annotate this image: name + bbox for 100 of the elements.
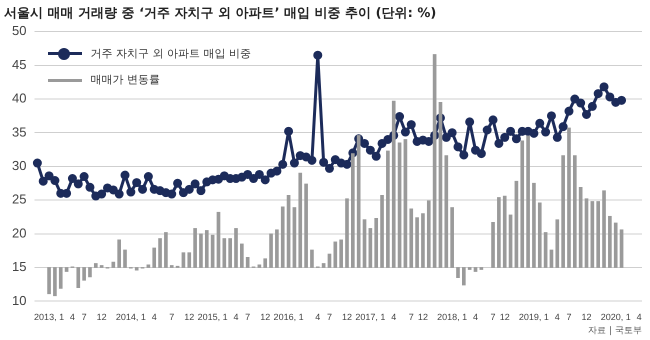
bar — [263, 258, 268, 268]
bar — [228, 238, 232, 268]
y-tick-label: 10 — [12, 292, 26, 308]
bar — [258, 264, 262, 268]
x-tick-label: 7 — [408, 312, 414, 322]
bar — [380, 195, 384, 268]
bar — [216, 212, 220, 268]
legend-label: 거주 자치구 외 아파트 매입 비중 — [90, 46, 251, 62]
bar — [596, 201, 600, 268]
bar — [544, 232, 548, 268]
bar — [304, 184, 308, 268]
x-tick-label: 7 — [169, 312, 174, 322]
bar — [555, 219, 560, 268]
y-tick-label: 35 — [12, 124, 26, 140]
bar — [339, 240, 343, 268]
x-tick-label: 4 — [636, 312, 642, 322]
x-tick-label: 7 — [566, 312, 572, 322]
y-tick-label: 20 — [12, 225, 26, 240]
y-tick-label: 40 — [12, 90, 26, 106]
bar — [480, 267, 484, 270]
bar — [328, 254, 332, 268]
y-tick-label: 45 — [12, 56, 26, 72]
x-tick-label: 2017, 1 — [355, 312, 386, 322]
bar — [246, 257, 250, 268]
bar — [491, 222, 495, 268]
bar — [462, 267, 466, 286]
bar — [100, 265, 104, 268]
bar — [409, 208, 414, 268]
bar — [538, 202, 542, 268]
bar — [415, 217, 419, 268]
y-tick-label: 30 — [12, 158, 26, 173]
bar — [404, 139, 408, 268]
bar — [561, 155, 565, 268]
bar — [456, 267, 460, 278]
x-tick-label: 2019, 1 — [518, 312, 549, 322]
bar — [286, 195, 290, 268]
bar — [608, 216, 612, 268]
bar — [502, 196, 507, 268]
x-tick-label: 4 — [152, 312, 157, 322]
x-tick-label: 2014, 1 — [116, 312, 146, 322]
bar — [146, 264, 150, 268]
bar — [123, 250, 127, 268]
bar — [333, 242, 338, 268]
bar — [134, 267, 139, 271]
bar — [620, 229, 624, 268]
bar — [520, 140, 524, 268]
bar — [204, 230, 209, 268]
y-tick-label: 50 — [12, 23, 26, 38]
bar — [474, 267, 478, 272]
bar — [426, 200, 431, 268]
x-tick-label: 12 — [96, 312, 107, 322]
x-tick-label: 12 — [581, 312, 592, 322]
x-tick-label: 12 — [500, 312, 510, 322]
x-tick-label: 7 — [490, 312, 496, 322]
bar — [584, 198, 588, 268]
bar — [193, 228, 197, 268]
bar — [497, 197, 501, 268]
bar — [53, 267, 57, 296]
bar — [368, 228, 372, 268]
bar — [170, 265, 174, 268]
x-tick-label: 4 — [473, 312, 478, 322]
bar — [421, 213, 425, 268]
bar — [222, 238, 226, 268]
x-tick-label: 4 — [70, 312, 75, 322]
bar — [292, 207, 296, 268]
bar — [450, 207, 454, 268]
bar — [280, 206, 285, 268]
bar — [590, 201, 594, 268]
x-tick-label: 4 — [315, 312, 320, 322]
bar — [240, 244, 244, 268]
x-tick-label: 4 — [554, 312, 560, 322]
bar — [614, 222, 618, 268]
text: 자료 | 국토부 — [588, 325, 642, 337]
bar — [532, 182, 536, 268]
bar — [269, 233, 273, 268]
bar — [58, 267, 63, 289]
bar — [514, 180, 518, 268]
bar — [345, 198, 349, 268]
x-tick-label: 4 — [391, 312, 396, 322]
x-tick-label: 4 — [233, 312, 239, 322]
x-tick-label: 7 — [326, 312, 332, 322]
bar — [322, 263, 326, 268]
bar — [374, 218, 378, 268]
legend-label: 매매가 변동률 — [90, 72, 160, 88]
bar — [152, 248, 156, 268]
bar — [550, 250, 554, 268]
x-tick-label: 2018, 1 — [437, 312, 468, 322]
x-tick-label: 12 — [260, 312, 270, 322]
x-tick-label: 2015, 1 — [198, 312, 228, 322]
chart-title: 서울시 매매 거래량 중 ‘거주 자치구 외 아파트’ 매입 비중 추이 (단위: %) — [4, 6, 436, 22]
bar — [234, 228, 238, 268]
bar — [182, 252, 186, 268]
y-tick-label: 15 — [12, 259, 26, 274]
bar — [310, 250, 314, 268]
x-tick-label: 2016, 1 — [274, 312, 304, 322]
bar — [94, 263, 98, 268]
bar — [578, 186, 582, 268]
x-tick-label: 12 — [342, 312, 352, 322]
bar — [117, 240, 121, 268]
x-tick-label: 2013, 1 — [34, 312, 64, 322]
